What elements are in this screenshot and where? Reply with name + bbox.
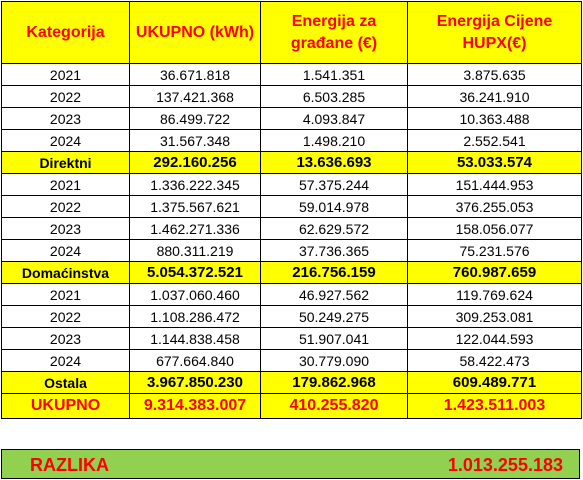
table-row: 2022 1.108.286.472 50.249.275 309.253.08… [1,305,582,328]
year-cell: 2022 [1,85,130,108]
kwh-cell: 1.336.222.345 [129,173,261,196]
kwh-cell: 36.671.818 [129,63,261,86]
gradjani-cell: 1.498.210 [260,129,408,152]
razlika-value: 1.013.255.183 [447,455,563,475]
hupx-cell: 309.253.081 [407,305,582,328]
total-row: UKUPNO 9.314.383.007 410.255.820 1.423.5… [1,393,582,419]
hupx-cell: 3.875.635 [407,63,582,86]
subtotal-row-direktni: Direktni 292.160.256 13.636.693 53.033.5… [1,151,582,174]
gradjani-cell: 6.503.285 [260,85,408,108]
year-cell: 2022 [1,305,130,328]
gradjani-cell: 57.375.244 [260,173,408,196]
razlika-bar: RAZLIKA 1.013.255.183 [1,449,580,479]
gradjani-cell: 62.629.572 [260,217,408,240]
header-energija-gradjani: Energija za građane (€) [260,1,408,64]
year-cell: 2021 [1,173,130,196]
kwh-cell: 137.421.368 [129,85,261,108]
subtotal-hupx: 53.033.574 [407,151,582,174]
kwh-cell: 86.499.722 [129,107,261,130]
hupx-cell: 151.444.953 [407,173,582,196]
total-kwh: 9.314.383.007 [129,393,261,419]
subtotal-gradjani: 216.756.159 [260,261,408,284]
total-hupx: 1.423.511.003 [407,393,582,419]
year-cell: 2024 [1,129,130,152]
kwh-cell: 1.144.838.458 [129,327,261,350]
kwh-cell: 1.037.060.460 [129,283,261,306]
table-row: 2021 36.671.818 1.541.351 3.875.635 [1,63,582,86]
table-row: 2021 1.037.060.460 46.927.562 119.769.62… [1,283,582,306]
subtotal-kwh: 3.967.850.230 [129,371,261,394]
table-row: 2021 1.336.222.345 57.375.244 151.444.95… [1,173,582,196]
kwh-cell: 1.462.271.336 [129,217,261,240]
subtotal-gradjani: 179.862.968 [260,371,408,394]
hupx-cell: 36.241.910 [407,85,582,108]
kwh-cell: 1.375.567.621 [129,195,261,218]
gradjani-cell: 1.541.351 [260,63,408,86]
subtotal-kwh: 5.054.372.521 [129,261,261,284]
year-cell: 2024 [1,349,130,372]
hupx-cell: 122.044.593 [407,327,582,350]
subtotal-row-domacinstva: Domaćinstva 5.054.372.521 216.756.159 76… [1,261,582,284]
gradjani-cell: 30.779.090 [260,349,408,372]
year-cell: 2023 [1,217,130,240]
hupx-cell: 10.363.488 [407,107,582,130]
gradjani-cell: 51.907.041 [260,327,408,350]
table-row: 2024 31.567.348 1.498.210 2.552.541 [1,129,582,152]
hupx-cell: 119.769.624 [407,283,582,306]
gradjani-cell: 59.014.978 [260,195,408,218]
kwh-cell: 880.311.219 [129,239,261,262]
header-energija-hupx: Energija Cijene HUPX(€) [407,1,582,64]
subtotal-kwh: 292.160.256 [129,151,261,174]
table-row: 2023 1.462.271.336 62.629.572 158.056.07… [1,217,582,240]
subtotal-label: Ostala [1,371,130,394]
total-label: UKUPNO [1,393,130,419]
year-cell: 2023 [1,107,130,130]
table-row: 2024 677.664.840 30.779.090 58.422.473 [1,349,582,372]
subtotal-label: Direktni [1,151,130,174]
table-row: 2023 86.499.722 4.093.847 10.363.488 [1,107,582,130]
hupx-cell: 58.422.473 [407,349,582,372]
total-gradjani: 410.255.820 [260,393,408,419]
kwh-cell: 1.108.286.472 [129,305,261,328]
subtotal-row-ostala: Ostala 3.967.850.230 179.862.968 609.489… [1,371,582,394]
subtotal-label: Domaćinstva [1,261,130,284]
razlika-label: RAZLIKA [30,455,109,475]
table-row: 2022 137.421.368 6.503.285 36.241.910 [1,85,582,108]
hupx-cell: 75.231.576 [407,239,582,262]
year-cell: 2024 [1,239,130,262]
subtotal-hupx: 760.987.659 [407,261,582,284]
subtotal-hupx: 609.489.771 [407,371,582,394]
hupx-cell: 2.552.541 [407,129,582,152]
gradjani-cell: 50.249.275 [260,305,408,328]
table-row: 2024 880.311.219 37.736.365 75.231.576 [1,239,582,262]
gradjani-cell: 4.093.847 [260,107,408,130]
header-ukupno-kwh: UKUPNO (kWh) [129,1,261,64]
year-cell: 2021 [1,63,130,86]
gradjani-cell: 37.736.365 [260,239,408,262]
header-kategorija: Kategorija [1,1,130,64]
kwh-cell: 677.664.840 [129,349,261,372]
year-cell: 2022 [1,195,130,218]
hupx-cell: 158.056.077 [407,217,582,240]
table-row: 2022 1.375.567.621 59.014.978 376.255.05… [1,195,582,218]
energy-table: Kategorija UKUPNO (kWh) Energija za građ… [1,1,582,419]
hupx-cell: 376.255.053 [407,195,582,218]
kwh-cell: 31.567.348 [129,129,261,152]
gradjani-cell: 46.927.562 [260,283,408,306]
year-cell: 2021 [1,283,130,306]
subtotal-gradjani: 13.636.693 [260,151,408,174]
header-row: Kategorija UKUPNO (kWh) Energija za građ… [1,1,582,64]
table-row: 2023 1.144.838.458 51.907.041 122.044.59… [1,327,582,350]
year-cell: 2023 [1,327,130,350]
